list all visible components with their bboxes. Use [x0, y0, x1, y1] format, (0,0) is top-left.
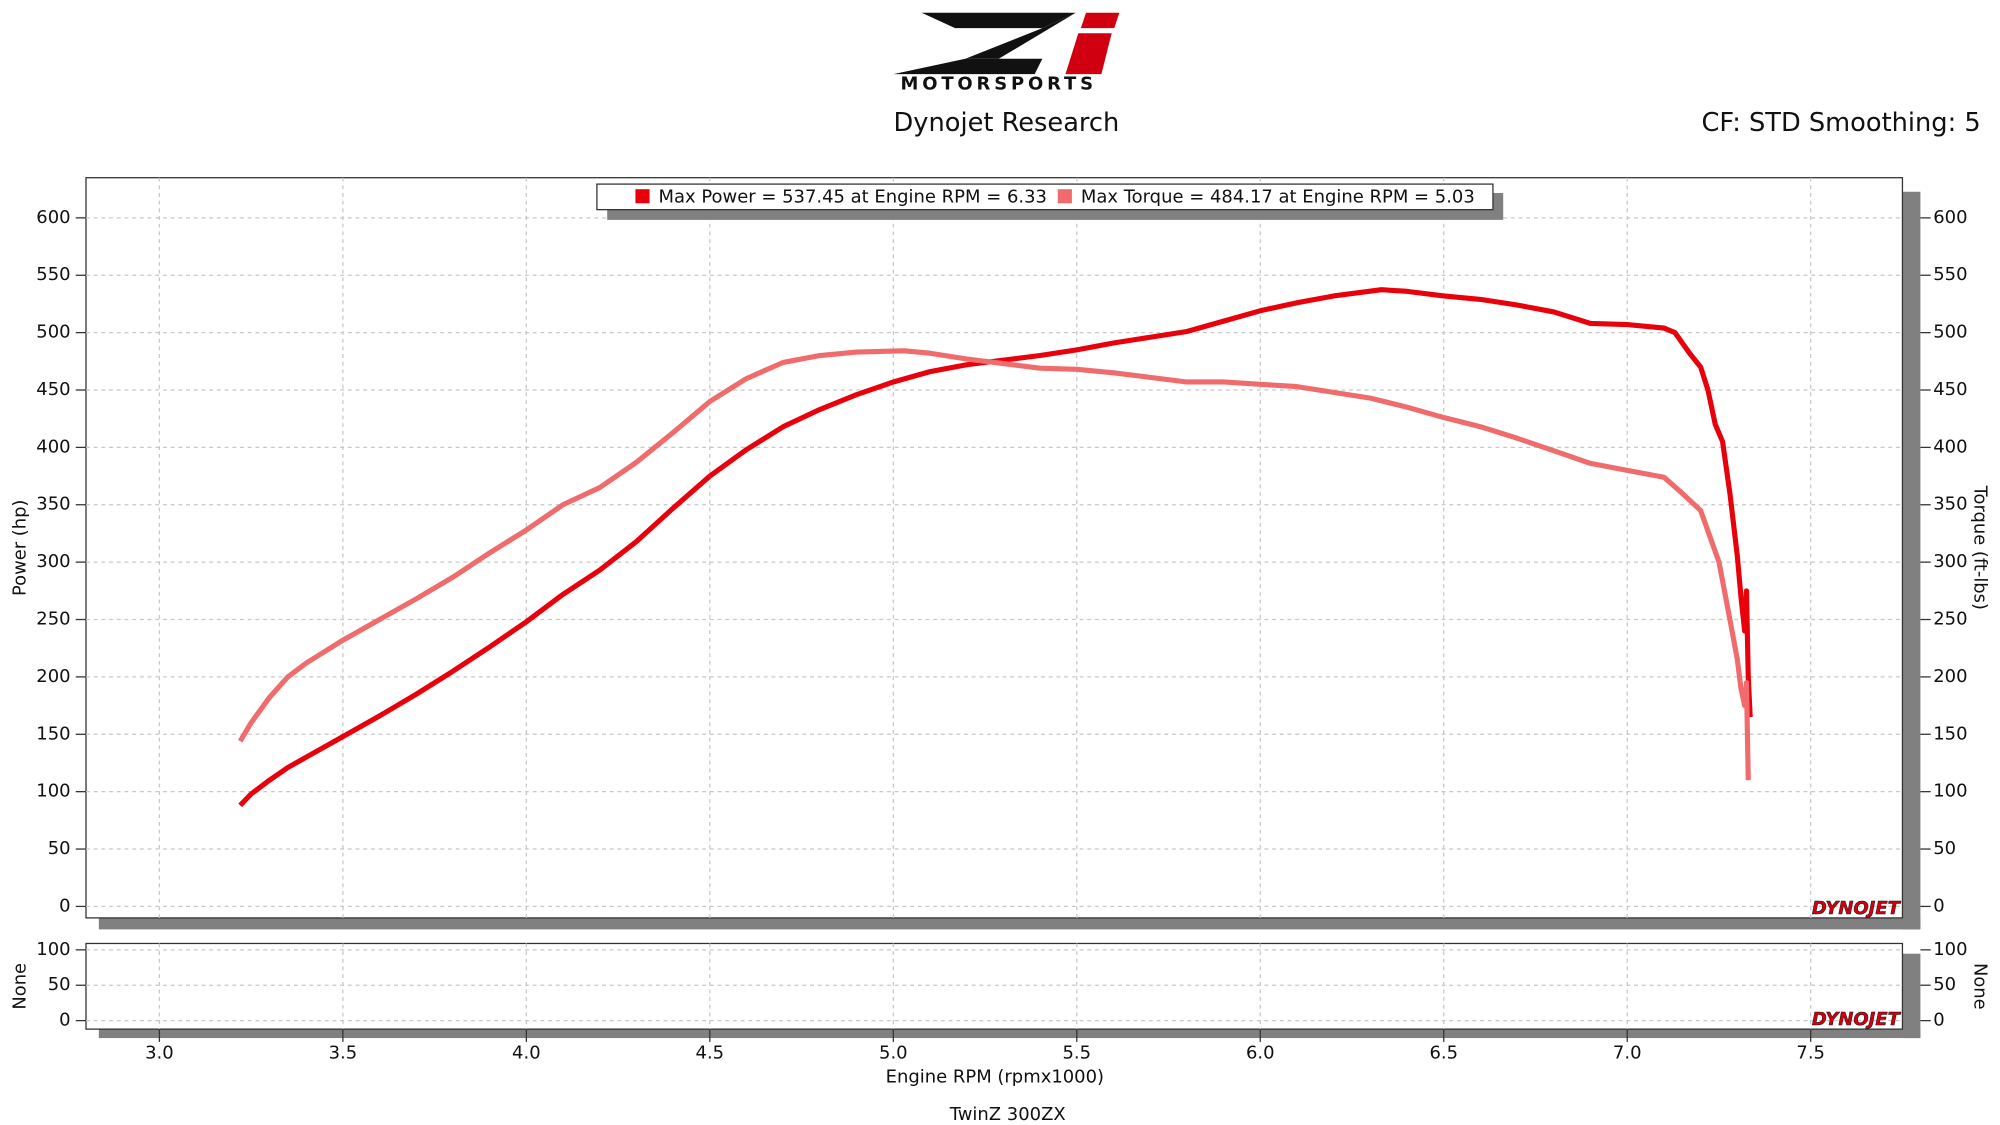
y2-tick-label: 350 [1933, 494, 1967, 515]
x-tick-label: 4.0 [512, 1042, 541, 1063]
chart-layer: 0501001502002503003504004505005506000501… [10, 177, 1990, 1125]
y-tick-label: 0 [59, 895, 70, 916]
panel-shadow [1902, 191, 1921, 930]
logo-shape [1080, 12, 1120, 29]
y-tick-label: 250 [36, 609, 70, 630]
legend-label: Max Torque = 484.17 at Engine RPM = 5.03 [1081, 187, 1475, 208]
y-tick-label: 100 [36, 939, 70, 960]
x-tick-label: 7.0 [1613, 1042, 1642, 1063]
y-tick-label: 550 [36, 264, 70, 285]
logo-shape [1065, 33, 1112, 75]
y-tick-label: 350 [36, 494, 70, 515]
y-tick-label: 450 [36, 379, 70, 400]
y2-tick-label: 200 [1933, 666, 1967, 687]
x-tick-label: 5.5 [1063, 1042, 1092, 1063]
watermark: DYNOJET [1812, 898, 1902, 919]
legend [596, 183, 1494, 211]
y-tick-label: 50 [48, 838, 71, 859]
y-tick-label: 100 [36, 781, 70, 802]
y2-tick-label: 50 [1933, 974, 1956, 995]
x-tick-label: 4.5 [696, 1042, 725, 1063]
logo-shape [893, 58, 1043, 75]
x-axis-label: Engine RPM (rpmx1000) [886, 1067, 1104, 1088]
y-tick-label: 300 [36, 551, 70, 572]
y2-axis-label: None [1969, 963, 1990, 1010]
panel-shadow [98, 917, 1921, 930]
y2-tick-label: 250 [1933, 609, 1967, 630]
y2-tick-label: 0 [1933, 895, 1944, 916]
main-panel [85, 177, 1904, 919]
y2-tick-label: 500 [1933, 322, 1967, 343]
x-tick-label: 3.0 [145, 1042, 174, 1063]
legend-label: Max Power = 537.45 at Engine RPM = 6.33 [659, 187, 1047, 208]
y-tick-label: 150 [36, 723, 70, 744]
y-tick-label: 500 [36, 322, 70, 343]
y2-tick-label: 50 [1933, 838, 1956, 859]
y-axis-label: None [10, 963, 31, 1010]
y-tick-label: 600 [36, 207, 70, 228]
x-tick-label: 7.5 [1796, 1042, 1825, 1063]
y2-tick-label: 300 [1933, 551, 1967, 572]
y2-tick-label: 450 [1933, 379, 1967, 400]
y-axis-label: Power (hp) [10, 500, 31, 596]
watermark: DYNOJET [1812, 1009, 1902, 1030]
y2-tick-label: 0 [1933, 1010, 1944, 1031]
x-tick-label: 6.5 [1429, 1042, 1458, 1063]
y-tick-label: 0 [59, 1010, 70, 1031]
logo-text: MOTORSPORTS [901, 73, 1097, 94]
y2-tick-label: 100 [1933, 939, 1967, 960]
legend-swatch [635, 189, 650, 204]
data-line [237, 348, 1751, 781]
y2-axis-label: Torque (ft-lbs) [1969, 485, 1990, 610]
y2-tick-label: 150 [1933, 723, 1967, 744]
y2-tick-label: 600 [1933, 207, 1967, 228]
y-tick-label: 200 [36, 666, 70, 687]
x-tick-label: 3.5 [329, 1042, 358, 1063]
panel-shadow [1902, 953, 1921, 1039]
y2-tick-label: 400 [1933, 436, 1967, 457]
panel-shadow [98, 1029, 1921, 1039]
y-tick-label: 400 [36, 436, 70, 457]
y2-tick-label: 550 [1933, 264, 1967, 285]
lower-panel [85, 942, 1904, 1030]
data-line [238, 287, 1753, 808]
y-tick-label: 50 [48, 974, 71, 995]
logo-shape [921, 12, 1076, 29]
x-tick-label: 6.0 [1246, 1042, 1275, 1063]
y2-tick-label: 100 [1933, 781, 1967, 802]
legend-swatch [1057, 189, 1072, 204]
logo: MOTORSPORTS [893, 12, 1120, 94]
caption: TwinZ 300ZX [949, 1104, 1066, 1125]
x-tick-label: 5.0 [879, 1042, 908, 1063]
header-title: Dynojet Research [894, 108, 1120, 138]
header-settings: CF: STD Smoothing: 5 [1702, 108, 1981, 138]
